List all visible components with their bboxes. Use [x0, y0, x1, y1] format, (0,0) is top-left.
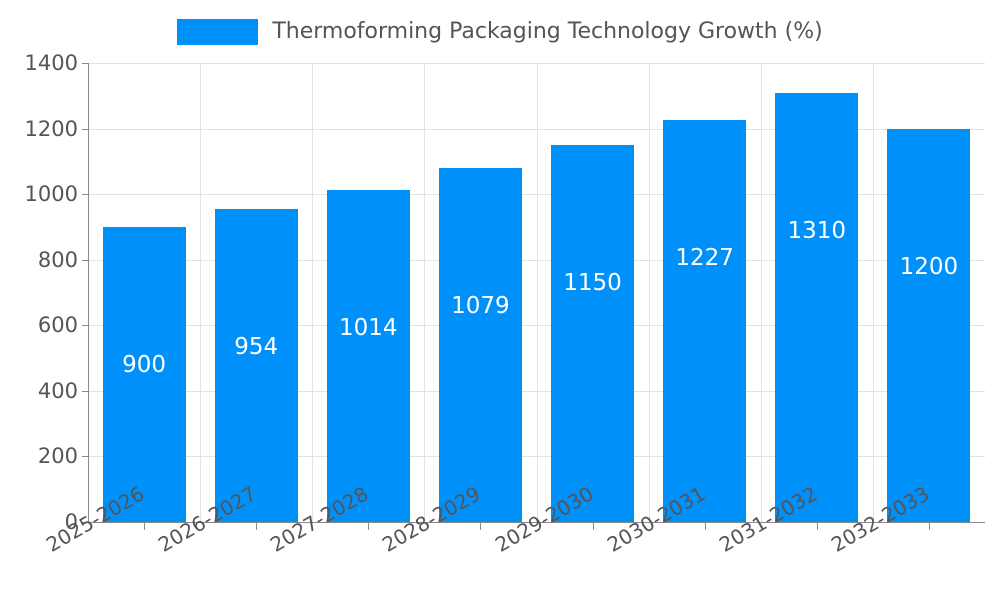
- bar[interactable]: [214, 209, 298, 522]
- gridline-horizontal: [88, 325, 985, 327]
- bar-value-label: 1227: [675, 244, 734, 271]
- bar[interactable]: [102, 226, 186, 522]
- bar[interactable]: [775, 92, 859, 522]
- x-axis-tick-mark: [480, 523, 481, 530]
- legend-label: Thermoforming Packaging Technology Growt…: [272, 19, 823, 44]
- y-axis-tick-mark: [82, 325, 88, 327]
- y-axis-tick-mark: [82, 456, 88, 458]
- y-axis-tick-mark: [82, 128, 88, 130]
- y-axis-tick-label: 800: [37, 247, 78, 272]
- gridline-vertical: [761, 63, 762, 522]
- bar-value-label: 1014: [339, 314, 398, 341]
- gridline-horizontal: [88, 390, 985, 392]
- bar[interactable]: [663, 119, 747, 522]
- x-axis-tick-mark: [705, 523, 706, 530]
- bar-value-label: 900: [122, 351, 167, 378]
- x-axis-tick-mark: [256, 523, 257, 530]
- gridline-horizontal: [88, 63, 985, 64]
- y-axis-tick-mark: [82, 390, 88, 392]
- bar[interactable]: [326, 189, 410, 522]
- plot-area: 900 954 1014 1079 1150 1227 1310 1200: [88, 63, 985, 523]
- y-axis-tick-mark: [82, 259, 88, 261]
- y-axis-tick-label: 1000: [24, 182, 78, 207]
- bar[interactable]: [551, 144, 635, 522]
- y-axis-tick-label: 0: [64, 510, 78, 534]
- bar-value-label: 1310: [787, 217, 847, 244]
- bar-value-label: 954: [234, 334, 279, 361]
- bar[interactable]: [887, 128, 971, 522]
- gridline-vertical: [424, 63, 425, 522]
- y-axis-tick-label: 1200: [24, 116, 78, 141]
- y-axis-tick-label: 400: [37, 378, 78, 403]
- y-axis-tick-mark: [82, 63, 88, 64]
- gridline-vertical: [873, 63, 874, 522]
- y-axis-tick-mark: [82, 522, 88, 523]
- x-axis-tick-mark: [593, 523, 594, 530]
- gridline-vertical: [200, 63, 201, 522]
- bar[interactable]: [438, 168, 522, 522]
- x-axis-spine: [88, 522, 985, 523]
- y-axis-tick-label: 600: [37, 313, 78, 338]
- y-axis-tick-label: 200: [37, 444, 78, 469]
- y-axis-spine: [88, 63, 89, 522]
- x-axis-tick-mark: [144, 523, 145, 530]
- y-axis-tick-label: 1400: [24, 51, 78, 75]
- legend-color-swatch: [177, 19, 259, 45]
- x-axis-tick-mark: [817, 523, 818, 530]
- gridline-vertical: [537, 63, 538, 522]
- gridline-vertical: [649, 63, 650, 522]
- gridline-horizontal: [88, 259, 985, 261]
- x-axis-tick-mark: [368, 523, 369, 530]
- gridline-horizontal: [88, 456, 985, 458]
- gridline-vertical: [312, 63, 313, 522]
- bar-value-label: 1150: [563, 269, 622, 296]
- gridline-horizontal: [88, 128, 985, 130]
- x-axis-tick-mark: [929, 523, 930, 530]
- bar-value-label: 1079: [451, 293, 510, 320]
- bar-value-label: 1200: [899, 253, 959, 280]
- chart-legend: Thermoforming Packaging Technology Growt…: [0, 14, 1000, 50]
- gridline-horizontal: [88, 194, 985, 196]
- y-axis-tick-mark: [82, 194, 88, 196]
